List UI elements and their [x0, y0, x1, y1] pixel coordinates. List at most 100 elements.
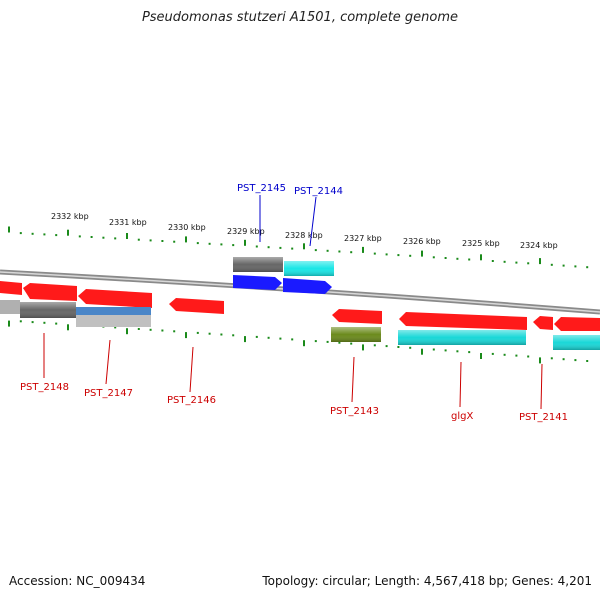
- scale-minor-tick: [19, 320, 22, 323]
- scale-minor-tick: [114, 326, 117, 329]
- scale-minor-tick: [491, 260, 494, 262]
- scale-minor-tick: [432, 348, 435, 351]
- scale-minor-tick: [43, 321, 46, 324]
- gene-shade: [233, 257, 283, 272]
- scale-minor-tick: [456, 257, 459, 260]
- scale-minor-tick: [373, 252, 376, 255]
- gene-shade: [398, 330, 526, 345]
- scale-minor-tick: [527, 355, 530, 358]
- scale-minor-tick: [196, 331, 199, 334]
- gene-cds-red-f[interactable]: [554, 317, 600, 331]
- gene-label-pst2148[interactable]: PST_2148: [20, 382, 69, 393]
- scale-minor-tick: [43, 233, 46, 236]
- scale-minor-tick: [385, 253, 388, 256]
- gene-shade: [553, 335, 600, 350]
- scale-minor-tick: [574, 265, 577, 268]
- scale-label: 2326 kbp: [403, 237, 441, 246]
- scale-minor-tick: [314, 249, 317, 252]
- scale-minor-tick: [137, 328, 140, 330]
- scale-minor-tick: [55, 234, 58, 237]
- scale-minor-tick: [338, 250, 341, 253]
- scale-minor-tick: [102, 236, 105, 239]
- scale-label: 2331 kbp: [109, 218, 147, 227]
- scale-minor-tick: [149, 239, 152, 242]
- gene-shade: [20, 302, 76, 318]
- gene-cds-red-a[interactable]: [23, 283, 77, 301]
- gene-cds-red-e[interactable]: [533, 316, 553, 330]
- gene-shade: [284, 261, 334, 276]
- scale-minor-tick: [550, 263, 553, 266]
- scale-major-tick: [362, 344, 364, 351]
- gene-labels: PST_2145 PST_2144 PST_2148 PST_2147 PST_…: [20, 183, 568, 423]
- scale-minor-tick: [232, 244, 235, 247]
- scale-minor-tick: [255, 335, 258, 338]
- gene-silver-edge[interactable]: [0, 300, 20, 314]
- scale-minor-tick: [586, 266, 589, 269]
- gene-cds-red-c[interactable]: [332, 309, 382, 324]
- scale-major-tick: [244, 336, 246, 343]
- scale-major-tick: [67, 229, 69, 236]
- gene-label-pst2141[interactable]: PST_2141: [519, 412, 568, 423]
- scale-label: 2330 kbp: [168, 223, 206, 232]
- scale-label: 2332 kbp: [51, 212, 89, 221]
- gene-pst2146-feature[interactable]: [169, 298, 224, 314]
- scale-minor-tick: [409, 346, 412, 349]
- scale-minor-tick: [196, 242, 199, 245]
- topology-text: Topology: circular; Length: 4,567,418 bp…: [262, 574, 592, 588]
- scale-minor-tick: [338, 341, 341, 344]
- gene-label-glgx[interactable]: glgX: [451, 411, 473, 422]
- scale-minor-tick: [468, 351, 471, 354]
- scale-minor-tick: [232, 334, 235, 337]
- scale-minor-tick: [397, 254, 400, 257]
- scale-minor-tick: [456, 350, 459, 353]
- gene-label-pst2145[interactable]: PST_2145: [237, 183, 286, 194]
- scale-minor-tick: [267, 336, 270, 339]
- scale-minor-tick: [55, 322, 58, 325]
- scale-minor-tick: [444, 349, 447, 352]
- scale-minor-tick: [385, 345, 388, 348]
- gene-label-pst2143[interactable]: PST_2143: [330, 406, 379, 417]
- scale-major-tick: [185, 332, 187, 339]
- scale-major-tick: [8, 320, 10, 327]
- scale-minor-tick: [562, 264, 565, 267]
- scale-minor-tick: [350, 251, 353, 254]
- gene-leader-lines: [43, 195, 543, 410]
- gene-pst2147-feature[interactable]: [76, 307, 151, 315]
- scale-label: 2329 kbp: [227, 227, 265, 236]
- scale-minor-tick: [291, 338, 294, 341]
- scale-minor-tick: [503, 260, 506, 263]
- scale-major-tick: [421, 250, 423, 257]
- scale-major-tick: [421, 348, 423, 355]
- scale-major-tick: [480, 254, 482, 261]
- scale-major-tick: [67, 324, 69, 331]
- scale-major-tick: [8, 226, 10, 233]
- gene-label-pst2144[interactable]: PST_2144: [294, 186, 343, 197]
- scale-minor-tick: [397, 346, 400, 348]
- scale-label: 2328 kbp: [285, 231, 323, 240]
- scale-major-tick: [480, 353, 482, 359]
- scale-minor-tick: [173, 330, 176, 333]
- scale-minor-tick: [31, 232, 34, 235]
- scale-minor-tick: [491, 352, 494, 355]
- scale-minor-tick: [161, 329, 164, 332]
- scale-minor-tick: [432, 256, 435, 259]
- gene-label-pst2146[interactable]: PST_2146: [167, 395, 216, 406]
- gene-cds-red-b[interactable]: [78, 289, 152, 308]
- scale-minor-tick: [161, 240, 164, 242]
- scale-minor-tick: [574, 359, 577, 362]
- scale-minor-tick: [267, 246, 270, 249]
- gene-cds-blue-2[interactable]: [283, 278, 332, 294]
- scale-minor-tick: [78, 235, 81, 238]
- gene-cds-red-d[interactable]: [399, 312, 527, 330]
- scale-minor-tick: [350, 342, 353, 345]
- scale-major-tick: [539, 258, 541, 265]
- accession-text: Accession: NC_009434: [9, 574, 146, 588]
- gene-cds-blue-1[interactable]: [233, 275, 282, 290]
- scale-minor-tick: [326, 249, 329, 252]
- scale-minor-tick: [149, 328, 152, 331]
- gene-cds-red-edge[interactable]: [0, 281, 22, 295]
- gene-label-pst2147[interactable]: PST_2147: [84, 388, 133, 399]
- scale-minor-tick: [208, 332, 211, 335]
- leader-line: [189, 346, 194, 393]
